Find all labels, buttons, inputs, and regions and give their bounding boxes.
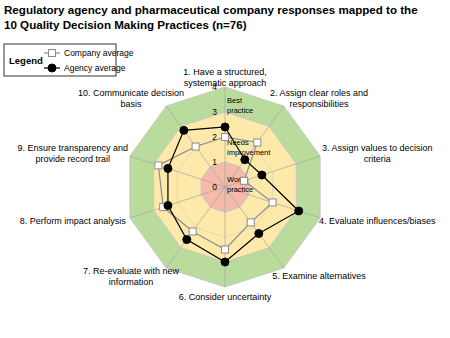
legend-title: Legend: [9, 55, 43, 66]
legend-label: Agency average: [64, 63, 126, 73]
legend-marker: [49, 50, 56, 57]
category-label: 8. Perform impact analysis: [20, 216, 127, 226]
marker: [192, 143, 199, 150]
spoke: [166, 187, 225, 268]
marker: [222, 246, 229, 253]
category-label: 10. Communicate decisionbasis: [78, 88, 184, 109]
tick-label: 1: [212, 157, 217, 167]
radial-axis: 01234: [212, 82, 217, 192]
band: [130, 87, 320, 287]
marker: [189, 228, 196, 235]
marker: [155, 162, 162, 169]
spoke: [225, 156, 320, 187]
category-label: 1. Have a structured,systematic approach: [183, 67, 267, 88]
bands: [130, 87, 320, 287]
band-label: Bestpractice: [227, 96, 253, 115]
chart: Regulatory agency and pharmaceutical com…: [0, 0, 450, 338]
series-line: [158, 137, 272, 250]
marker: [295, 207, 303, 215]
marker: [180, 126, 188, 134]
category-label: 7. Re-evaluate with newinformation: [83, 266, 180, 287]
marker: [269, 199, 276, 206]
legend: Legend Company average Agency average: [4, 44, 134, 76]
plot-area: [155, 123, 303, 266]
spoke: [225, 187, 284, 268]
category-label: 5. Examine alternatives: [272, 271, 366, 281]
legend-label: Company average: [64, 48, 134, 58]
marker: [164, 202, 172, 210]
series-line: [168, 127, 299, 262]
marker: [222, 134, 229, 141]
marker: [183, 236, 191, 244]
marker: [254, 139, 261, 146]
spoke: [130, 156, 225, 187]
marker: [247, 219, 254, 226]
category-label: 9. Ensure transparency andprovide record…: [18, 143, 129, 164]
category-label: 3. Assign values to decisioncriteria: [322, 143, 433, 164]
legend-marker: [48, 64, 56, 72]
spoke: [166, 106, 225, 187]
marker: [241, 177, 248, 184]
grid-ring: [130, 87, 320, 287]
title: Regulatory agency and pharmaceutical com…: [4, 3, 418, 31]
spoke: [130, 187, 225, 218]
tick-label: 0: [212, 182, 217, 192]
spoke: [225, 106, 284, 187]
category-label: 6. Consider uncertainty: [179, 292, 272, 302]
marker: [221, 258, 229, 266]
category-label: 4. Evaluate influences/biases: [319, 216, 436, 226]
marker: [255, 230, 263, 238]
marker: [241, 156, 249, 164]
marker: [164, 164, 172, 172]
marker: [221, 123, 229, 131]
marker: [258, 171, 266, 179]
tick-label: 3: [212, 107, 217, 117]
category-label: 2. Assign clear roles andresponsibilitie…: [270, 88, 368, 109]
spoke: [225, 187, 226, 287]
grid: [130, 87, 320, 287]
